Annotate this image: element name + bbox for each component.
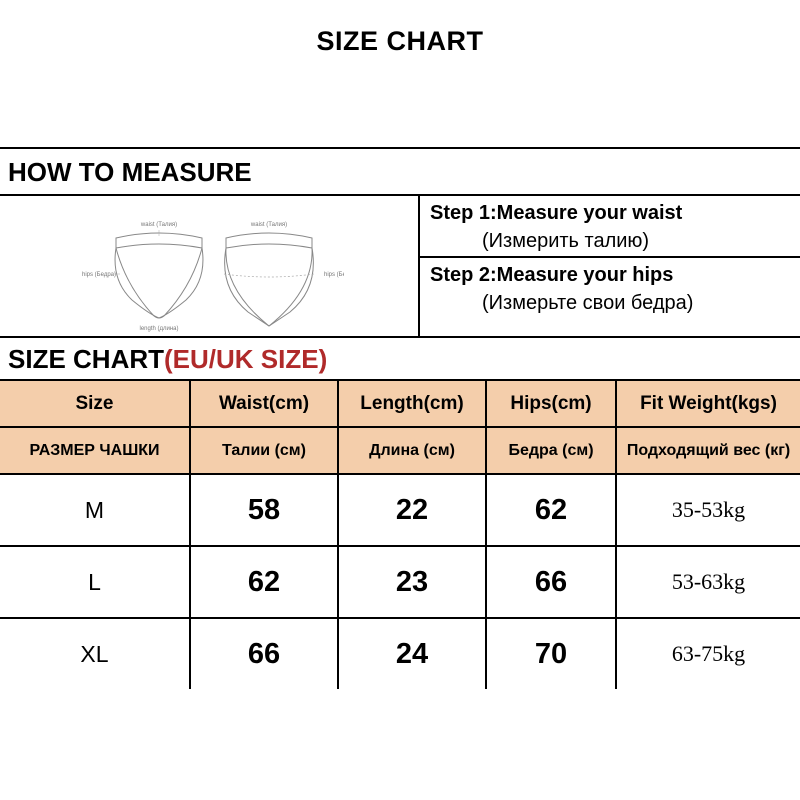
diagram-label-waist-back: waist (Талия) [250, 222, 287, 228]
how-to-measure-heading: HOW TO MEASURE [0, 149, 800, 196]
col-size-ru: РАЗМЕР ЧАШКИ [29, 442, 159, 459]
cell-waist: 66 [248, 638, 280, 670]
col-length-ru: Длина (см) [369, 442, 455, 459]
cell-weight: 63-75kg [672, 641, 745, 666]
cell-length: 23 [396, 566, 428, 598]
how-to-measure-row: waist (Талия) hips (Бедра) length (длина… [0, 196, 800, 338]
measure-step-2-en: Step 2:Measure your hips [430, 264, 673, 286]
cell-waist: 62 [248, 566, 280, 598]
measure-step-1: Step 1:Measure your waist (Измерить тали… [420, 196, 800, 258]
diagram-label-length-front: length (длина) [139, 326, 178, 332]
size-table-header-en: Size Waist(cm) Length(cm) Hips(cm) Fit W… [0, 381, 800, 427]
cell-weight: 35-53kg [672, 497, 745, 522]
cell-size: XL [80, 641, 108, 667]
cell-length: 22 [396, 494, 428, 526]
size-table-header-ru: РАЗМЕР ЧАШКИ Талии (см) Длина (см) Бедра… [0, 427, 800, 474]
diagram-label-waist-front: waist (Талия) [140, 222, 177, 228]
cell-hips: 62 [535, 494, 567, 526]
col-size-en: Size [75, 393, 113, 414]
measure-step-1-ru: (Измерить талию) [430, 226, 792, 254]
size-chart-heading-prefix: SIZE CHART [8, 344, 164, 374]
col-length-en: Length(cm) [360, 393, 463, 414]
cell-hips: 70 [535, 638, 567, 670]
size-table: Size Waist(cm) Length(cm) Hips(cm) Fit W… [0, 381, 800, 689]
measure-step-2-ru: (Измерьте свои бедра) [430, 288, 792, 316]
measure-step-1-en: Step 1:Measure your waist [430, 202, 682, 224]
table-row: XL 66 24 70 63-75kg [0, 618, 800, 689]
cell-waist: 58 [248, 494, 280, 526]
col-hips-ru: Бедра (см) [508, 442, 593, 459]
measure-steps: Step 1:Measure your waist (Измерить тали… [420, 196, 800, 336]
col-hips-en: Hips(cm) [510, 393, 591, 414]
measure-step-2: Step 2:Measure your hips (Измерьте свои … [420, 258, 800, 316]
cell-weight: 53-63kg [672, 569, 745, 594]
title-area: SIZE CHART [0, 0, 800, 147]
col-waist-en: Waist(cm) [219, 393, 309, 414]
measure-diagram: waist (Талия) hips (Бедра) length (длина… [0, 196, 420, 336]
col-weight-en: Fit Weight(kgs) [640, 393, 777, 414]
cell-hips: 66 [535, 566, 567, 598]
size-chart-heading-accent: (EU/UK SIZE) [164, 344, 327, 374]
table-row: L 62 23 66 53-63kg [0, 546, 800, 618]
page: SIZE CHART HOW TO MEASURE [0, 0, 800, 800]
cell-length: 24 [396, 638, 428, 670]
cell-size: M [85, 497, 104, 523]
page-title: SIZE CHART [0, 26, 800, 57]
cell-size: L [88, 569, 101, 595]
how-to-measure-block: HOW TO MEASURE [0, 147, 800, 689]
diagram-label-hips-front: hips (Бедра) [82, 272, 116, 278]
diagram-label-hips-back: hips (Бедра) [324, 272, 344, 278]
size-chart-heading: SIZE CHART(EU/UK SIZE) [0, 338, 800, 381]
col-waist-ru: Талии (см) [222, 442, 306, 459]
table-row: M 58 22 62 35-53kg [0, 474, 800, 546]
col-weight-ru: Подходящий вес (кг) [627, 442, 790, 459]
underwear-diagram-icon: waist (Талия) hips (Бедра) length (длина… [74, 202, 344, 332]
